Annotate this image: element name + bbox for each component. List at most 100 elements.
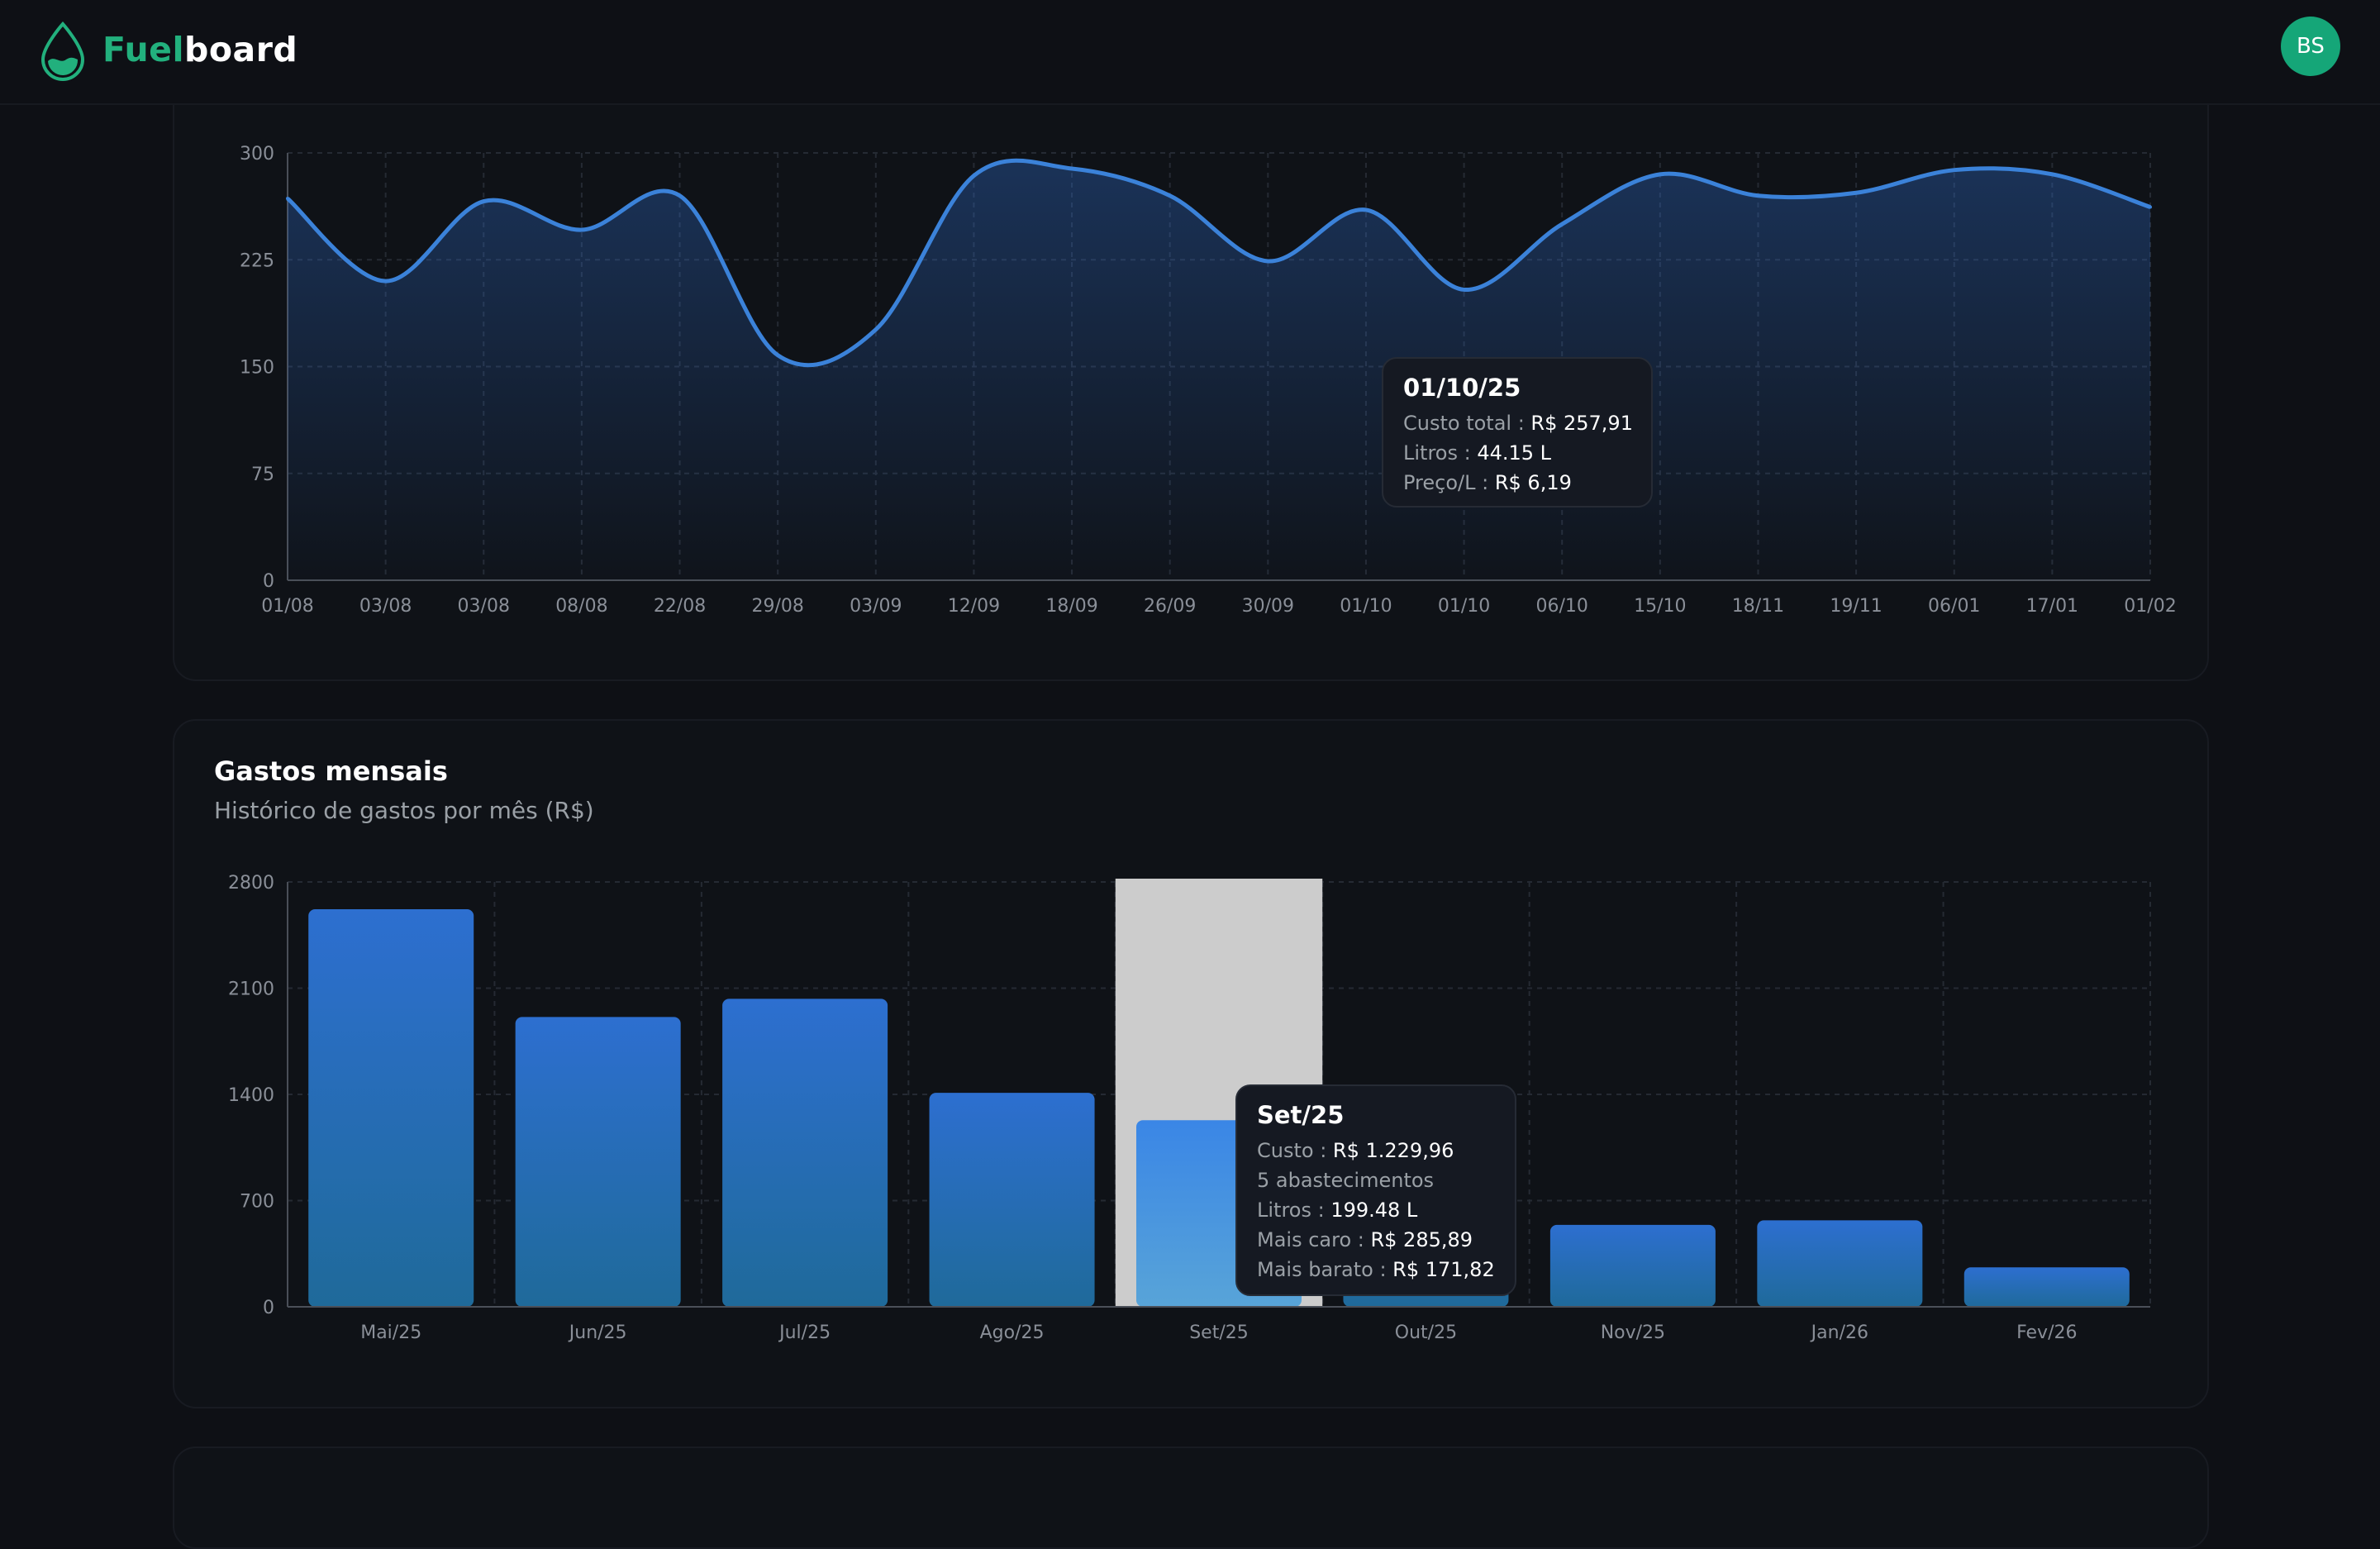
data-point — [1070, 166, 1074, 170]
bar — [929, 1093, 1095, 1307]
data-point — [2149, 205, 2152, 209]
x-tick-label: 26/09 — [1144, 596, 1196, 617]
data-point — [579, 228, 583, 232]
tooltip-title: 01/10/25 — [1403, 374, 1521, 402]
brand-logo-text[interactable]: Fuelboard — [102, 30, 298, 69]
tooltip-label: Preço/L : — [1403, 471, 1495, 494]
data-point — [1266, 259, 1270, 263]
x-tick-label: 01/10 — [1438, 596, 1490, 617]
tooltip-value: R$ 171,82 — [1392, 1258, 1495, 1281]
cost-line-chart[interactable]: 0 75 150 225 300 01/08 03/08 03/08 08/08 22/08 29/… — [0, 0, 2380, 678]
data-point — [1952, 168, 1956, 172]
tooltip-value: R$ 285,89 — [1370, 1228, 1473, 1251]
tooltip-row: Mais barato : R$ 171,82 — [1257, 1255, 1495, 1284]
brand-name-part1: Fuel — [102, 30, 185, 69]
x-tick-label: Out/25 — [1395, 1323, 1457, 1343]
data-point — [1364, 207, 1368, 212]
x-tick-label: Jun/25 — [568, 1323, 627, 1343]
fuel-drop-icon[interactable] — [38, 21, 88, 81]
x-tick-label: Fev/26 — [2016, 1323, 2077, 1343]
user-avatar[interactable]: BS — [2281, 17, 2340, 76]
bar — [1549, 1224, 1716, 1307]
card-subtitle: Histórico de gastos por mês (R$) — [214, 797, 594, 824]
series-line — [286, 158, 2151, 368]
tooltip-label: 5 abastecimentos — [1257, 1169, 1435, 1192]
x-tick-label: 01/08 — [261, 596, 313, 617]
area-fill — [288, 160, 2150, 580]
tooltip-label: Custo total : — [1403, 412, 1531, 435]
x-tick-label: Ago/25 — [980, 1323, 1045, 1343]
bar — [308, 909, 474, 1307]
data-point — [482, 199, 486, 203]
y-tick-label: 0 — [263, 571, 274, 592]
x-tick-label: 03/08 — [359, 596, 412, 617]
tooltip-row: 5 abastecimentos — [1257, 1165, 1495, 1195]
x-tick-label: 17/01 — [2026, 596, 2078, 617]
x-tick-label: 01/02 — [2124, 596, 2176, 617]
tooltip-row: Custo : R$ 1.229,96 — [1257, 1136, 1495, 1165]
x-tick-label: 15/10 — [1634, 596, 1686, 617]
data-point — [1462, 288, 1466, 292]
tooltip-value: 199.48 L — [1330, 1199, 1418, 1222]
x-tick-label: 30/09 — [1242, 596, 1294, 617]
data-point — [1560, 222, 1564, 226]
y-tick-label: 225 — [240, 250, 274, 271]
x-tick-label: 06/10 — [1536, 596, 1588, 617]
bar — [722, 999, 888, 1307]
x-tick-label: 29/08 — [751, 596, 803, 617]
data-point — [873, 327, 878, 331]
y-tick-label: 1400 — [228, 1085, 274, 1106]
data-point — [1756, 193, 1760, 198]
tooltip-label: Litros : — [1257, 1199, 1331, 1222]
x-tick-label: 03/08 — [458, 596, 510, 617]
tooltip-value: R$ 6,19 — [1494, 471, 1572, 494]
bar — [1963, 1267, 2130, 1307]
x-tick-label: 19/11 — [1830, 596, 1882, 617]
y-tick-label: 700 — [240, 1192, 274, 1213]
next-card — [173, 1447, 2209, 1549]
tooltip-value: R$ 1.229,96 — [1332, 1139, 1454, 1162]
data-point — [1168, 193, 1172, 198]
x-tick-label: Jul/25 — [778, 1323, 831, 1343]
x-tick-label: 18/11 — [1732, 596, 1784, 617]
bar — [1757, 1220, 1923, 1307]
x-tick-label: Jan/26 — [1810, 1323, 1868, 1343]
x-tick-label: 03/09 — [850, 596, 902, 617]
data-point — [2050, 172, 2054, 176]
data-point — [678, 193, 682, 198]
x-tick-label: 12/09 — [948, 596, 1000, 617]
y-tick-label: 2800 — [228, 873, 274, 894]
tooltip-label: Mais caro : — [1257, 1228, 1371, 1251]
x-tick-label: 08/08 — [555, 596, 607, 617]
y-tick-label: 150 — [240, 358, 274, 379]
data-point — [972, 174, 976, 178]
tooltip-row: Litros : 199.48 L — [1257, 1195, 1495, 1225]
data-point — [776, 353, 780, 357]
y-tick-label: 300 — [240, 144, 274, 164]
data-point — [286, 197, 289, 201]
brand-name-part2: board — [184, 30, 298, 69]
y-tick-label: 2100 — [228, 979, 274, 1000]
y-tick-label: 75 — [251, 465, 274, 485]
card-title: Gastos mensais — [214, 755, 448, 787]
data-point — [1658, 172, 1662, 176]
x-tick-label: Nov/25 — [1601, 1323, 1665, 1343]
tooltip-label: Litros : — [1403, 441, 1478, 465]
x-tick-label: 18/09 — [1045, 596, 1097, 617]
x-tick-label: Mai/25 — [360, 1323, 421, 1343]
tooltip-row: Custo total : R$ 257,91 — [1403, 408, 1633, 438]
bar — [515, 1017, 681, 1307]
line-chart-tooltip: 01/10/25 Custo total : R$ 257,91 Litros … — [1382, 357, 1653, 508]
data-point — [1854, 191, 1859, 195]
tooltip-row: Preço/L : R$ 6,19 — [1403, 468, 1631, 498]
tooltip-row: Litros : 44.15 L — [1403, 438, 1631, 468]
tooltip-value: 44.15 L — [1477, 441, 1552, 465]
monthly-bar-chart[interactable]: 0 700 1400 2100 2800 Mai/25 Jun/25 Jul/25 Ago/25… — [0, 0, 2380, 1405]
x-tick-label: Set/25 — [1189, 1323, 1249, 1343]
tooltip-value: R$ 257,91 — [1530, 412, 1633, 435]
tooltip-label: Custo : — [1257, 1139, 1333, 1162]
y-tick-label: 0 — [263, 1298, 274, 1318]
bar-chart-tooltip: Set/25 Custo : R$ 1.229,96 5 abastecimen… — [1235, 1084, 1516, 1296]
x-tick-label: 01/10 — [1340, 596, 1392, 617]
tooltip-row: Mais caro : R$ 285,89 — [1257, 1225, 1495, 1255]
